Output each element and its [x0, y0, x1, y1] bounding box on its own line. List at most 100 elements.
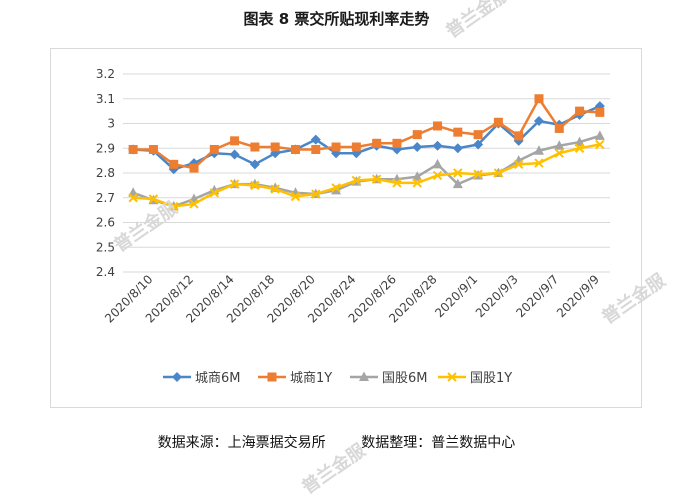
diamond-marker	[172, 372, 182, 382]
diamond-marker	[473, 139, 484, 150]
triangle-marker	[594, 130, 605, 140]
square-marker	[534, 94, 544, 104]
legend-item: 城商6M	[163, 371, 241, 386]
x-marker	[513, 159, 524, 170]
square-marker	[189, 163, 199, 173]
triangle-marker	[359, 371, 369, 381]
diamond-marker	[533, 116, 544, 127]
square-marker	[148, 144, 158, 154]
x-marker	[371, 174, 382, 184]
legend-item: 国股6M	[350, 371, 428, 386]
legend-label: 城商1Y	[290, 371, 332, 386]
x-marker	[453, 168, 463, 178]
y-tick-label: 2.4	[96, 265, 115, 279]
triangle-marker	[432, 158, 443, 169]
x-tick-label: 2020/9/1	[432, 272, 480, 320]
diamond-marker	[229, 149, 240, 160]
x-marker	[554, 148, 564, 158]
chart-frame	[50, 48, 642, 408]
square-marker	[433, 121, 443, 131]
square-marker	[595, 107, 605, 117]
x-tick-label: 2020/9/9	[554, 272, 602, 320]
x-marker	[595, 139, 605, 150]
square-marker	[473, 130, 483, 140]
x-marker	[432, 170, 443, 181]
x-axis: 2020/8/102020/8/122020/8/142020/8/182020…	[102, 272, 602, 325]
square-marker	[514, 131, 524, 141]
square-marker	[372, 138, 382, 148]
y-tick-label: 3	[107, 117, 115, 131]
x-marker	[250, 180, 260, 191]
square-marker	[331, 142, 341, 152]
square-marker	[575, 106, 585, 116]
square-marker	[453, 127, 463, 137]
y-tick-label: 2.7	[96, 191, 115, 205]
x-marker	[209, 188, 220, 198]
y-axis: 2.4 2.5 2.6 2.7 2.8 2.9 3 3.1 3.2	[96, 67, 115, 279]
square-marker	[392, 138, 402, 148]
x-marker	[128, 193, 138, 203]
square-marker	[270, 142, 280, 152]
triangle-marker	[533, 145, 544, 155]
y-tick-label: 2.9	[96, 141, 115, 155]
x-marker	[270, 184, 280, 194]
x-tick-label: 2020/9/7	[513, 272, 561, 320]
square-marker	[209, 144, 219, 154]
x-marker	[493, 168, 504, 178]
y-tick-label: 3.2	[96, 67, 115, 81]
legend-label: 国股6M	[382, 371, 428, 386]
square-marker	[128, 144, 138, 154]
x-marker	[392, 178, 402, 188]
triangle-marker	[574, 136, 585, 147]
diamond-marker	[249, 159, 260, 170]
chart-title: 图表 8 票交所贴现利率走势	[243, 10, 430, 28]
x-marker	[412, 178, 422, 188]
diamond-marker	[310, 134, 321, 145]
legend-label: 国股1Y	[470, 371, 512, 386]
x-marker	[229, 179, 240, 189]
x-tick-label: 2020/9/3	[473, 272, 521, 320]
square-marker	[290, 144, 300, 154]
square-marker	[250, 142, 260, 152]
square-marker	[493, 117, 503, 127]
series-line	[133, 143, 601, 208]
data-source-note: 数据来源：上海票据交易所 数据整理：普兰数据中心	[157, 435, 516, 451]
x-marker	[534, 158, 544, 168]
x-marker	[189, 199, 199, 209]
square-marker	[169, 159, 179, 169]
series-4	[128, 139, 605, 212]
square-marker	[230, 136, 240, 146]
triangle-marker	[554, 140, 565, 150]
line-chart: 2.4 2.5 2.6 2.7 2.8 2.9 3 3.1 3.2 2020/8/102020/…	[96, 67, 610, 386]
y-tick-label: 2.8	[96, 166, 115, 180]
square-marker	[267, 372, 277, 382]
x-marker	[169, 201, 179, 212]
series-lines	[128, 94, 605, 212]
x-marker	[473, 169, 483, 179]
y-tick-label: 2.6	[96, 216, 115, 230]
series-line	[132, 134, 601, 208]
square-marker	[554, 123, 564, 133]
triangle-marker	[331, 184, 342, 195]
square-marker	[412, 130, 422, 140]
legend-label: 城商6M	[195, 371, 241, 386]
series-2	[128, 94, 605, 173]
x-marker	[574, 143, 585, 153]
x-marker	[447, 372, 457, 382]
x-marker	[290, 191, 301, 202]
y-tick-label: 2.5	[96, 240, 115, 254]
diamond-marker	[412, 142, 423, 153]
triangle-marker	[452, 178, 463, 189]
diamond-marker	[452, 143, 463, 154]
legend-item: 城商1Y	[258, 371, 332, 386]
legend: 城商6M 城商1Y 国股6M 国股1Y	[163, 371, 512, 386]
square-marker	[311, 144, 321, 154]
triangle-marker	[412, 171, 423, 181]
diamond-marker	[432, 140, 443, 151]
x-marker	[311, 189, 321, 199]
x-marker	[331, 183, 341, 193]
y-tick-label: 3.1	[96, 92, 115, 106]
x-marker	[351, 175, 362, 186]
legend-item: 国股1Y	[438, 371, 512, 386]
x-marker	[148, 194, 159, 204]
